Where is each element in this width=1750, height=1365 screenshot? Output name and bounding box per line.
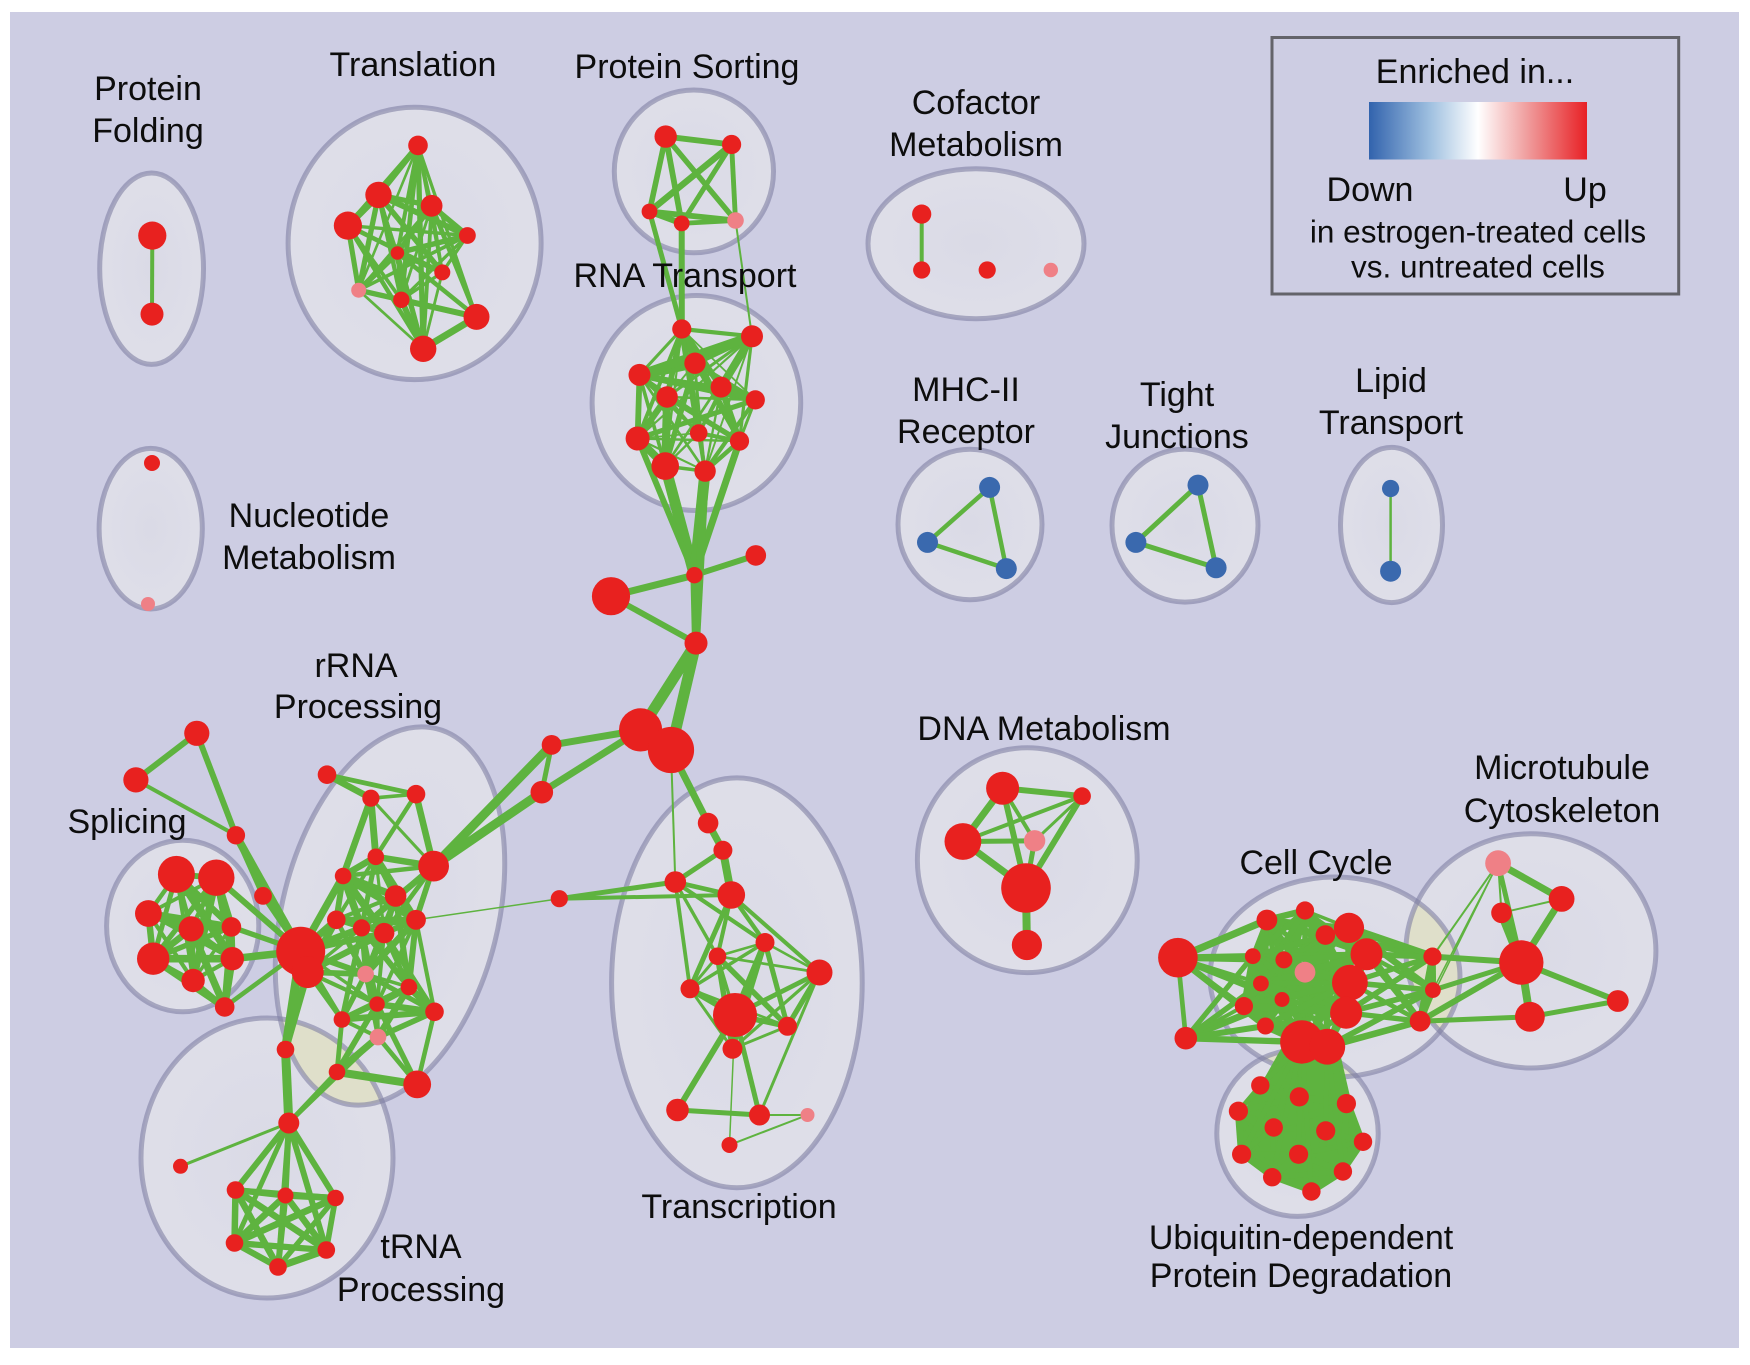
svg-text:vs. untreated cells: vs. untreated cells [1351,249,1605,285]
svg-text:Junctions: Junctions [1105,418,1249,456]
svg-text:Folding: Folding [92,112,204,150]
svg-text:Transcription: Transcription [641,1188,836,1226]
svg-text:Cofactor: Cofactor [912,84,1041,122]
svg-text:Microtubule: Microtubule [1474,749,1650,787]
svg-text:Nucleotide: Nucleotide [229,497,390,535]
svg-text:Metabolism: Metabolism [222,539,396,577]
svg-text:Cytoskeleton: Cytoskeleton [1464,792,1661,830]
svg-text:MHC-II: MHC-II [912,371,1020,409]
svg-text:Splicing: Splicing [67,803,186,841]
svg-text:Protein: Protein [94,70,202,108]
svg-text:Cell Cycle: Cell Cycle [1239,844,1392,882]
svg-text:Metabolism: Metabolism [889,126,1063,164]
svg-text:Ubiquitin-dependent: Ubiquitin-dependent [1149,1219,1454,1257]
svg-text:Receptor: Receptor [897,413,1035,451]
svg-text:Enriched in...: Enriched in... [1376,53,1574,91]
svg-text:Processing: Processing [274,688,442,726]
svg-text:Up: Up [1563,171,1606,209]
svg-text:Lipid: Lipid [1355,362,1427,400]
svg-text:RNA Transport: RNA Transport [574,257,798,295]
svg-text:DNA Metabolism: DNA Metabolism [917,710,1170,748]
svg-text:Protein Degradation: Protein Degradation [1150,1257,1452,1295]
svg-text:Transport: Transport [1319,404,1464,442]
svg-text:Processing: Processing [337,1271,505,1309]
svg-text:Tight: Tight [1140,376,1215,414]
svg-text:in estrogen-treated cells: in estrogen-treated cells [1310,214,1646,250]
svg-text:Down: Down [1327,171,1414,209]
svg-text:Translation: Translation [330,46,497,84]
svg-text:tRNA: tRNA [380,1228,462,1266]
svg-text:Protein Sorting: Protein Sorting [575,48,800,86]
svg-text:rRNA: rRNA [314,647,397,685]
